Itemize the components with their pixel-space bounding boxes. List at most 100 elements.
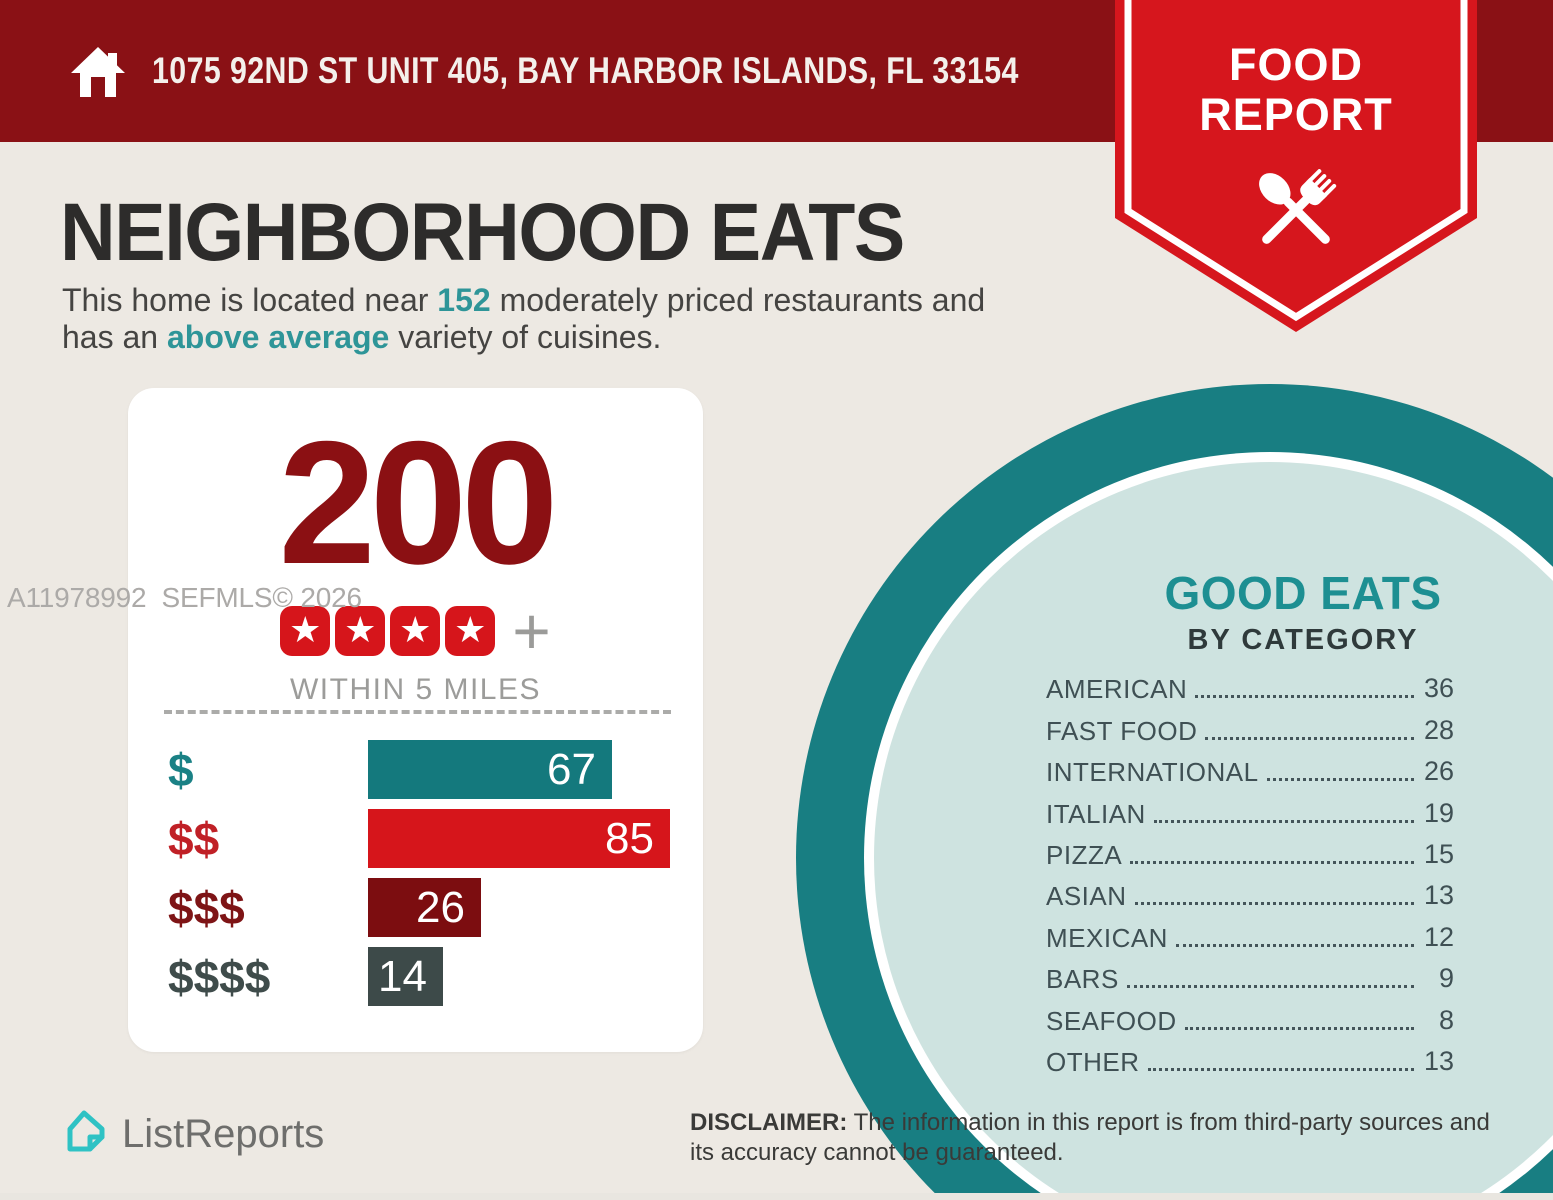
price-level-label: $$$$ (168, 950, 271, 1003)
intro-line2-pre: has an (62, 319, 167, 355)
price-level-label: $ (168, 743, 194, 796)
category-row: ITALIAN 19 (1046, 792, 1454, 833)
property-address: 1075 92ND ST UNIT 405, BAY HARBOR ISLAND… (152, 50, 1019, 91)
dotted-leader (1130, 860, 1414, 864)
stats-card: 200 ★ ★ ★ ★ + WITHIN 5 MILES $67 $$ 85 $$$ 26 $$… (128, 388, 703, 1052)
star-icon: ★ (280, 606, 331, 656)
price-bar-value: 85 (605, 813, 654, 863)
intro-text: This home is located near 152 moderately… (62, 282, 1122, 356)
ribbon-shape (1115, 0, 1477, 332)
mls-watermark: A11978992 SEFMLS© 2026 (7, 582, 362, 613)
category-value: 19 (1423, 797, 1454, 828)
category-row: AMERICAN 36 (1046, 668, 1454, 709)
category-value: 8 (1438, 1004, 1454, 1035)
price-level-label: $$$ (168, 881, 245, 934)
category-label: OTHER (1046, 1046, 1140, 1077)
star-icon: ★ (335, 606, 386, 656)
category-row: FAST FOOD 28 (1046, 709, 1454, 750)
dotted-leader (1147, 1067, 1414, 1071)
intro-line1: This home is located near 152 moderately… (62, 282, 1122, 319)
disclaimer-text: The information in this report is from t… (690, 1109, 1490, 1166)
ribbon-title: FOOD REPORT (1115, 40, 1477, 140)
intro-line1-post: moderately priced restaurants and (490, 282, 986, 318)
category-row: PIZZA 15 (1046, 834, 1454, 875)
dotted-leader (1134, 902, 1414, 906)
price-bar: 85 (368, 809, 670, 868)
category-value: 13 (1423, 880, 1454, 911)
home-icon (71, 47, 125, 97)
ribbon-line2: REPORT (1199, 89, 1393, 140)
dashed-divider (164, 710, 671, 714)
category-label: ASIAN (1046, 881, 1127, 912)
category-row: BARS 9 (1046, 958, 1454, 999)
category-value: 12 (1423, 921, 1454, 952)
brand-name: ListReports (122, 1111, 325, 1156)
spoon-fork-icon (1259, 169, 1337, 244)
category-label: MEXICAN (1046, 922, 1168, 953)
category-value: 15 (1423, 838, 1454, 869)
good-eats-subtitle: BY CATEGORY (1187, 624, 1419, 656)
category-label: FAST FOOD (1046, 715, 1198, 746)
bottom-edge-strip (0, 1193, 1553, 1200)
star-icon: ★ (390, 606, 441, 656)
dotted-leader (1153, 819, 1414, 823)
price-bar-chart: $67 $$ 85 $$$ 26 $$$$ 14 (128, 740, 703, 1016)
category-label: ITALIAN (1046, 798, 1146, 829)
price-bar-value: 67 (547, 744, 596, 794)
category-label: PIZZA (1046, 839, 1123, 870)
category-list: AMERICAN 36 FAST FOOD 28 INTERNATIONAL 26 ITAL… (1046, 668, 1454, 1082)
plus-sign: + (512, 594, 551, 668)
price-bar-row: $$$ 26 (128, 878, 703, 937)
price-bar-value: 26 (416, 882, 465, 932)
ribbon-line1: FOOD (1229, 39, 1363, 90)
category-label: INTERNATIONAL (1046, 757, 1259, 788)
good-eats-heading: GOOD EATS BY CATEGORY (1100, 566, 1506, 657)
dotted-leader (1184, 1026, 1414, 1030)
stars-row: ★ ★ ★ ★ + (128, 594, 703, 668)
total-restaurants: 200 (278, 406, 559, 601)
category-row: MEXICAN 12 (1046, 916, 1454, 957)
dotted-leader (1175, 943, 1414, 947)
price-bar-row: $$$$ 14 (128, 947, 703, 1006)
price-bar-row: $67 (128, 740, 703, 799)
intro-line1-pre: This home is located near (62, 282, 438, 318)
intro-line2: has an above average variety of cuisines… (62, 319, 1122, 356)
radius-label: WITHIN 5 MILES (289, 673, 542, 706)
dotted-leader (1195, 695, 1414, 699)
listreports-logo: ListReports (58, 1108, 324, 1160)
category-value: 26 (1423, 756, 1454, 787)
category-row: SEAFOOD 8 (1046, 999, 1454, 1040)
category-label: BARS (1046, 964, 1119, 995)
restaurant-count: 152 (437, 282, 491, 318)
star-icon: ★ (445, 606, 496, 656)
disclaimer-label: DISCLAIMER: (690, 1109, 848, 1136)
price-level-label: $$ (168, 812, 220, 865)
category-label: AMERICAN (1046, 674, 1188, 705)
price-bar: 14 (368, 947, 443, 1006)
dotted-leader (1205, 736, 1414, 740)
price-bar: 26 (368, 878, 481, 937)
category-row: INTERNATIONAL 26 (1046, 751, 1454, 792)
dotted-leader (1126, 985, 1414, 989)
price-bar: 67 (368, 740, 612, 799)
disclaimer: DISCLAIMER: The information in this repo… (690, 1108, 1500, 1168)
variety-highlight: above average (166, 319, 390, 355)
listreports-house-icon (67, 1110, 105, 1152)
category-value: 13 (1423, 1045, 1454, 1076)
price-bar-value: 14 (378, 951, 427, 1001)
dotted-leader (1266, 778, 1414, 782)
page-title: NEIGHBORHOOD EATS (60, 187, 905, 278)
star-rating: ★ ★ ★ ★ (280, 606, 496, 656)
category-row: ASIAN 13 (1046, 875, 1454, 916)
price-bar-row: $$ 85 (128, 809, 703, 868)
category-label: SEAFOOD (1046, 1005, 1177, 1036)
intro-line2-post: variety of cuisines. (389, 319, 662, 355)
category-value: 9 (1438, 963, 1454, 994)
good-eats-title: GOOD EATS (1164, 567, 1442, 619)
food-report-ribbon: FOOD REPORT (1115, 0, 1477, 344)
category-row: OTHER 13 (1046, 1041, 1454, 1082)
category-value: 28 (1423, 714, 1454, 745)
good-eats-circle-fill (874, 462, 1553, 1200)
category-value: 36 (1423, 673, 1454, 704)
